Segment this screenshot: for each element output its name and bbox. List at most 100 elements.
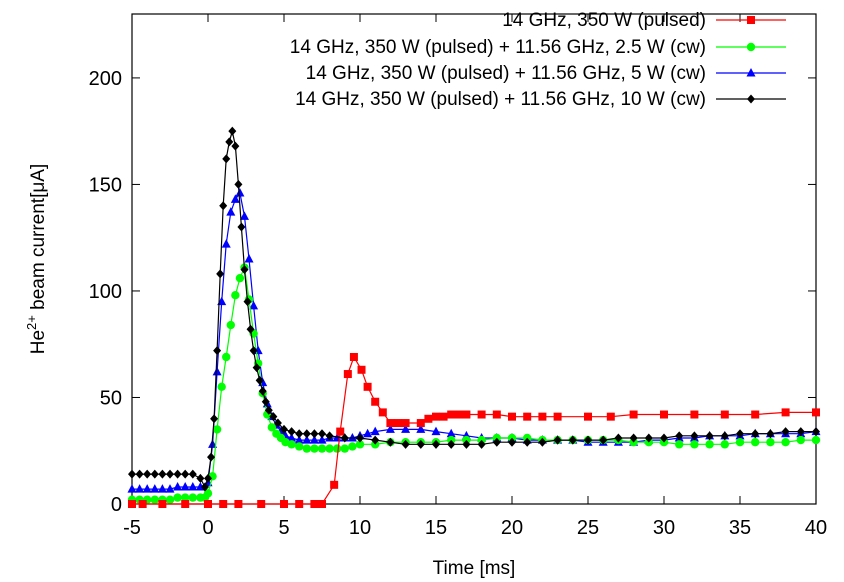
data-point (203, 489, 213, 498)
data-point (357, 365, 366, 374)
data-point (568, 435, 577, 445)
x-tick-label: 15 (425, 517, 447, 539)
series-layer (127, 126, 821, 508)
data-point (394, 419, 402, 428)
data-point (216, 269, 225, 279)
data-point (222, 154, 231, 164)
data-point (264, 405, 273, 415)
y-tick-label: 150 (89, 174, 122, 196)
data-point (751, 438, 760, 447)
data-point (690, 410, 699, 419)
data-point (371, 435, 380, 445)
data-point (751, 410, 760, 419)
data-point (135, 469, 144, 479)
data-point (378, 408, 387, 417)
x-tick-label: 40 (805, 517, 827, 539)
data-point (508, 437, 516, 447)
x-tick-label: 0 (202, 517, 213, 539)
data-point (538, 437, 547, 447)
data-point (221, 239, 231, 248)
data-point (523, 412, 532, 421)
data-point (255, 375, 264, 385)
data-point (135, 484, 145, 493)
data-point (157, 484, 167, 493)
data-point (188, 481, 198, 491)
data-point (416, 439, 425, 449)
data-point (295, 500, 304, 508)
data-point (204, 473, 212, 483)
data-point (180, 481, 190, 491)
data-point (234, 179, 243, 189)
data-point (690, 440, 699, 449)
data-point (705, 440, 714, 449)
data-point (432, 412, 440, 421)
y-tick-label: 0 (111, 494, 122, 516)
y-axis-label: He2+ beam current[μA] (24, 164, 49, 355)
data-point (347, 432, 357, 442)
data-point (142, 484, 152, 493)
data-point (705, 431, 714, 441)
data-point (173, 469, 182, 479)
data-point (128, 500, 136, 508)
y-tick-label: 50 (100, 387, 122, 409)
data-point (150, 495, 159, 504)
data-point (629, 410, 638, 419)
data-point (766, 429, 775, 439)
x-axis-label: Time [ms] (433, 558, 516, 579)
data-point (349, 353, 358, 361)
data-point (173, 493, 182, 502)
data-point (228, 126, 237, 136)
data-point (287, 440, 296, 449)
data-point (644, 433, 653, 443)
data-point (343, 370, 352, 379)
y-axis-label-base: He (28, 330, 49, 354)
data-point (599, 435, 608, 445)
data-point (237, 222, 246, 232)
data-point (287, 432, 297, 442)
data-point (462, 410, 471, 419)
data-point (310, 500, 319, 508)
data-point (249, 346, 258, 356)
data-point (158, 469, 167, 479)
data-point (325, 431, 334, 441)
x-tick-label: 5 (278, 517, 289, 539)
legend: 14 GHz, 350 W (pulsed) 14 GHz, 350 W (pul… (290, 10, 786, 110)
data-point (280, 500, 288, 508)
data-point (213, 346, 222, 356)
x-tick-label: -5 (123, 517, 141, 539)
data-point (553, 435, 562, 445)
data-point (261, 397, 270, 407)
data-point (273, 418, 282, 428)
data-point (584, 435, 592, 445)
data-point (165, 495, 175, 504)
data-point (538, 412, 547, 421)
data-point (401, 439, 410, 449)
series-1 (128, 353, 820, 508)
data-point (781, 438, 790, 447)
data-point (225, 137, 234, 147)
data-point (355, 440, 365, 449)
data-point (249, 300, 259, 310)
data-point (439, 412, 448, 421)
data-point (200, 482, 209, 492)
legend-label: 14 GHz, 350 W (pulsed) (502, 10, 706, 31)
data-point (796, 427, 805, 437)
legend-label: 14 GHz, 350 W (pulsed) + 11.56 GHz, 10 W… (295, 89, 706, 110)
series-line (132, 265, 816, 501)
data-point (217, 382, 226, 392)
data-point (295, 429, 304, 439)
data-point (295, 442, 304, 451)
data-point (302, 435, 312, 444)
data-point (766, 438, 775, 447)
data-point (222, 352, 231, 362)
data-point (477, 410, 486, 419)
data-point (340, 433, 349, 443)
data-point (302, 444, 311, 453)
data-point (735, 438, 745, 447)
data-point (143, 469, 152, 479)
data-point (128, 469, 136, 479)
x-tick-label: 10 (349, 517, 371, 539)
data-point (736, 429, 744, 439)
data-point (269, 412, 278, 422)
data-point (751, 429, 760, 439)
